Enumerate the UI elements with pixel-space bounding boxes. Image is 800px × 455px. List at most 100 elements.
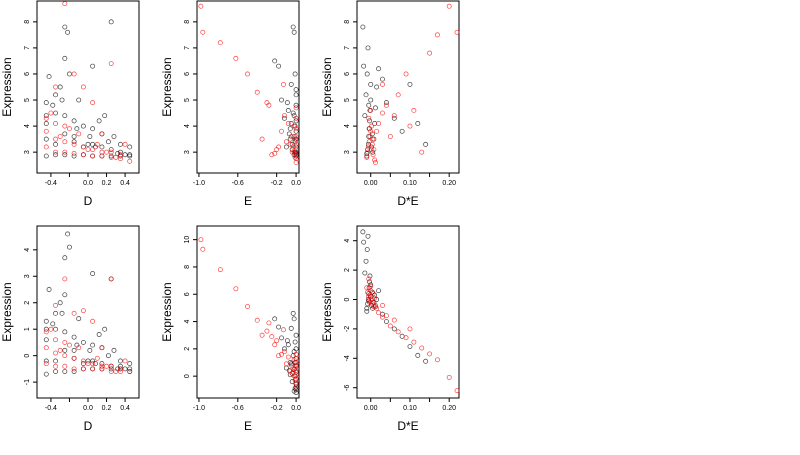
data-point-black: [285, 108, 291, 113]
data-point-red: [71, 310, 77, 316]
y-tick-label: 3: [344, 150, 351, 154]
data-point-black: [65, 29, 71, 35]
data-point-black: [99, 144, 105, 150]
data-point-black: [67, 71, 72, 77]
x-tick-label: -1.0: [193, 180, 205, 187]
data-point-black: [293, 118, 299, 124]
data-point-red: [289, 149, 295, 155]
data-point-black: [57, 84, 63, 90]
data-point-red: [94, 141, 100, 147]
x-tick-label: 0.2: [102, 405, 112, 412]
data-point-red: [43, 345, 49, 351]
data-point-black: [127, 153, 133, 159]
data-point-red: [367, 134, 373, 139]
data-point-black: [43, 371, 49, 377]
data-point-red: [291, 357, 297, 363]
data-point-red: [276, 353, 282, 359]
x-tick-label: 0.4: [120, 405, 130, 412]
data-point-black: [362, 113, 368, 119]
data-point-black: [53, 92, 58, 98]
data-point-red: [90, 361, 96, 367]
data-point-red: [376, 121, 382, 126]
data-point-black: [366, 285, 372, 291]
data-point-black: [288, 361, 294, 367]
x-tick-label: 0.4: [120, 180, 130, 187]
data-point-black: [53, 358, 58, 364]
data-point-red: [113, 154, 119, 160]
data-point-red: [122, 358, 128, 364]
x-tick-label: -0.4: [45, 405, 57, 412]
data-point-black: [391, 115, 397, 121]
y-tick-label: 7: [184, 46, 191, 50]
data-point-red: [62, 276, 68, 282]
data-point-black: [399, 333, 405, 339]
data-point-red: [53, 84, 58, 90]
data-point-black: [43, 153, 49, 159]
data-point-black: [360, 24, 366, 30]
data-point-black: [62, 329, 68, 335]
data-point-black: [368, 282, 374, 288]
y-tick-label: 7: [344, 46, 351, 50]
data-point-black: [366, 102, 372, 108]
data-point-red: [104, 363, 109, 369]
data-point-black: [122, 366, 128, 372]
data-point-red: [281, 81, 286, 87]
data-point-red: [118, 369, 123, 374]
y-tick-label: 4: [24, 124, 31, 128]
plot-frame: [196, 225, 300, 399]
data-point-black: [62, 55, 68, 61]
data-point-black: [364, 305, 370, 311]
x-tick-label: 0.10: [403, 180, 417, 187]
data-point-red: [368, 147, 374, 152]
data-point-black: [71, 347, 77, 353]
x-tick-label: 0.0: [83, 180, 93, 187]
data-point-black: [288, 81, 294, 87]
data-point-red: [454, 29, 460, 35]
data-point-red: [80, 358, 86, 364]
y-tick-label: 6: [344, 72, 351, 76]
data-point-black: [59, 310, 65, 316]
data-point-black: [67, 244, 72, 250]
data-point-red: [366, 276, 372, 282]
data-point-red: [293, 134, 299, 139]
x-tick-label: 0.10: [403, 405, 417, 412]
data-point-red: [71, 71, 77, 77]
series-red: [198, 3, 299, 166]
data-point-black: [118, 141, 123, 147]
data-point-red: [365, 144, 371, 150]
data-point-red: [367, 299, 373, 305]
data-point-black: [74, 126, 80, 132]
data-point-red: [80, 84, 86, 90]
data-point-black: [115, 151, 121, 156]
data-point-red: [71, 151, 77, 156]
data-point-red: [272, 151, 278, 156]
data-point-black: [57, 300, 63, 306]
data-point-red: [85, 361, 91, 367]
data-point-black: [291, 388, 297, 394]
data-point-black: [80, 361, 86, 367]
data-point-red: [43, 144, 49, 150]
series-red: [43, 1, 133, 164]
data-point-red: [53, 302, 58, 308]
data-point-black: [87, 347, 93, 353]
data-point-red: [272, 342, 278, 348]
data-point-black: [43, 326, 49, 332]
data-point-red: [43, 361, 49, 367]
data-point-red: [293, 351, 299, 357]
data-point-black: [364, 308, 370, 314]
data-point-black: [71, 369, 77, 374]
data-point-black: [368, 81, 374, 87]
data-point-black: [71, 334, 77, 340]
data-point-red: [90, 153, 96, 159]
series-red: [364, 276, 460, 394]
data-point-black: [415, 121, 421, 126]
data-point-black: [62, 131, 68, 137]
data-point-red: [395, 92, 401, 98]
data-point-red: [292, 365, 298, 371]
data-point-red: [80, 152, 86, 158]
data-point-black: [288, 325, 294, 331]
x-tick-label: -0.4: [45, 180, 57, 187]
data-point-black: [285, 342, 291, 348]
y-tick-label: 3: [184, 150, 191, 154]
data-point-black: [127, 366, 133, 372]
